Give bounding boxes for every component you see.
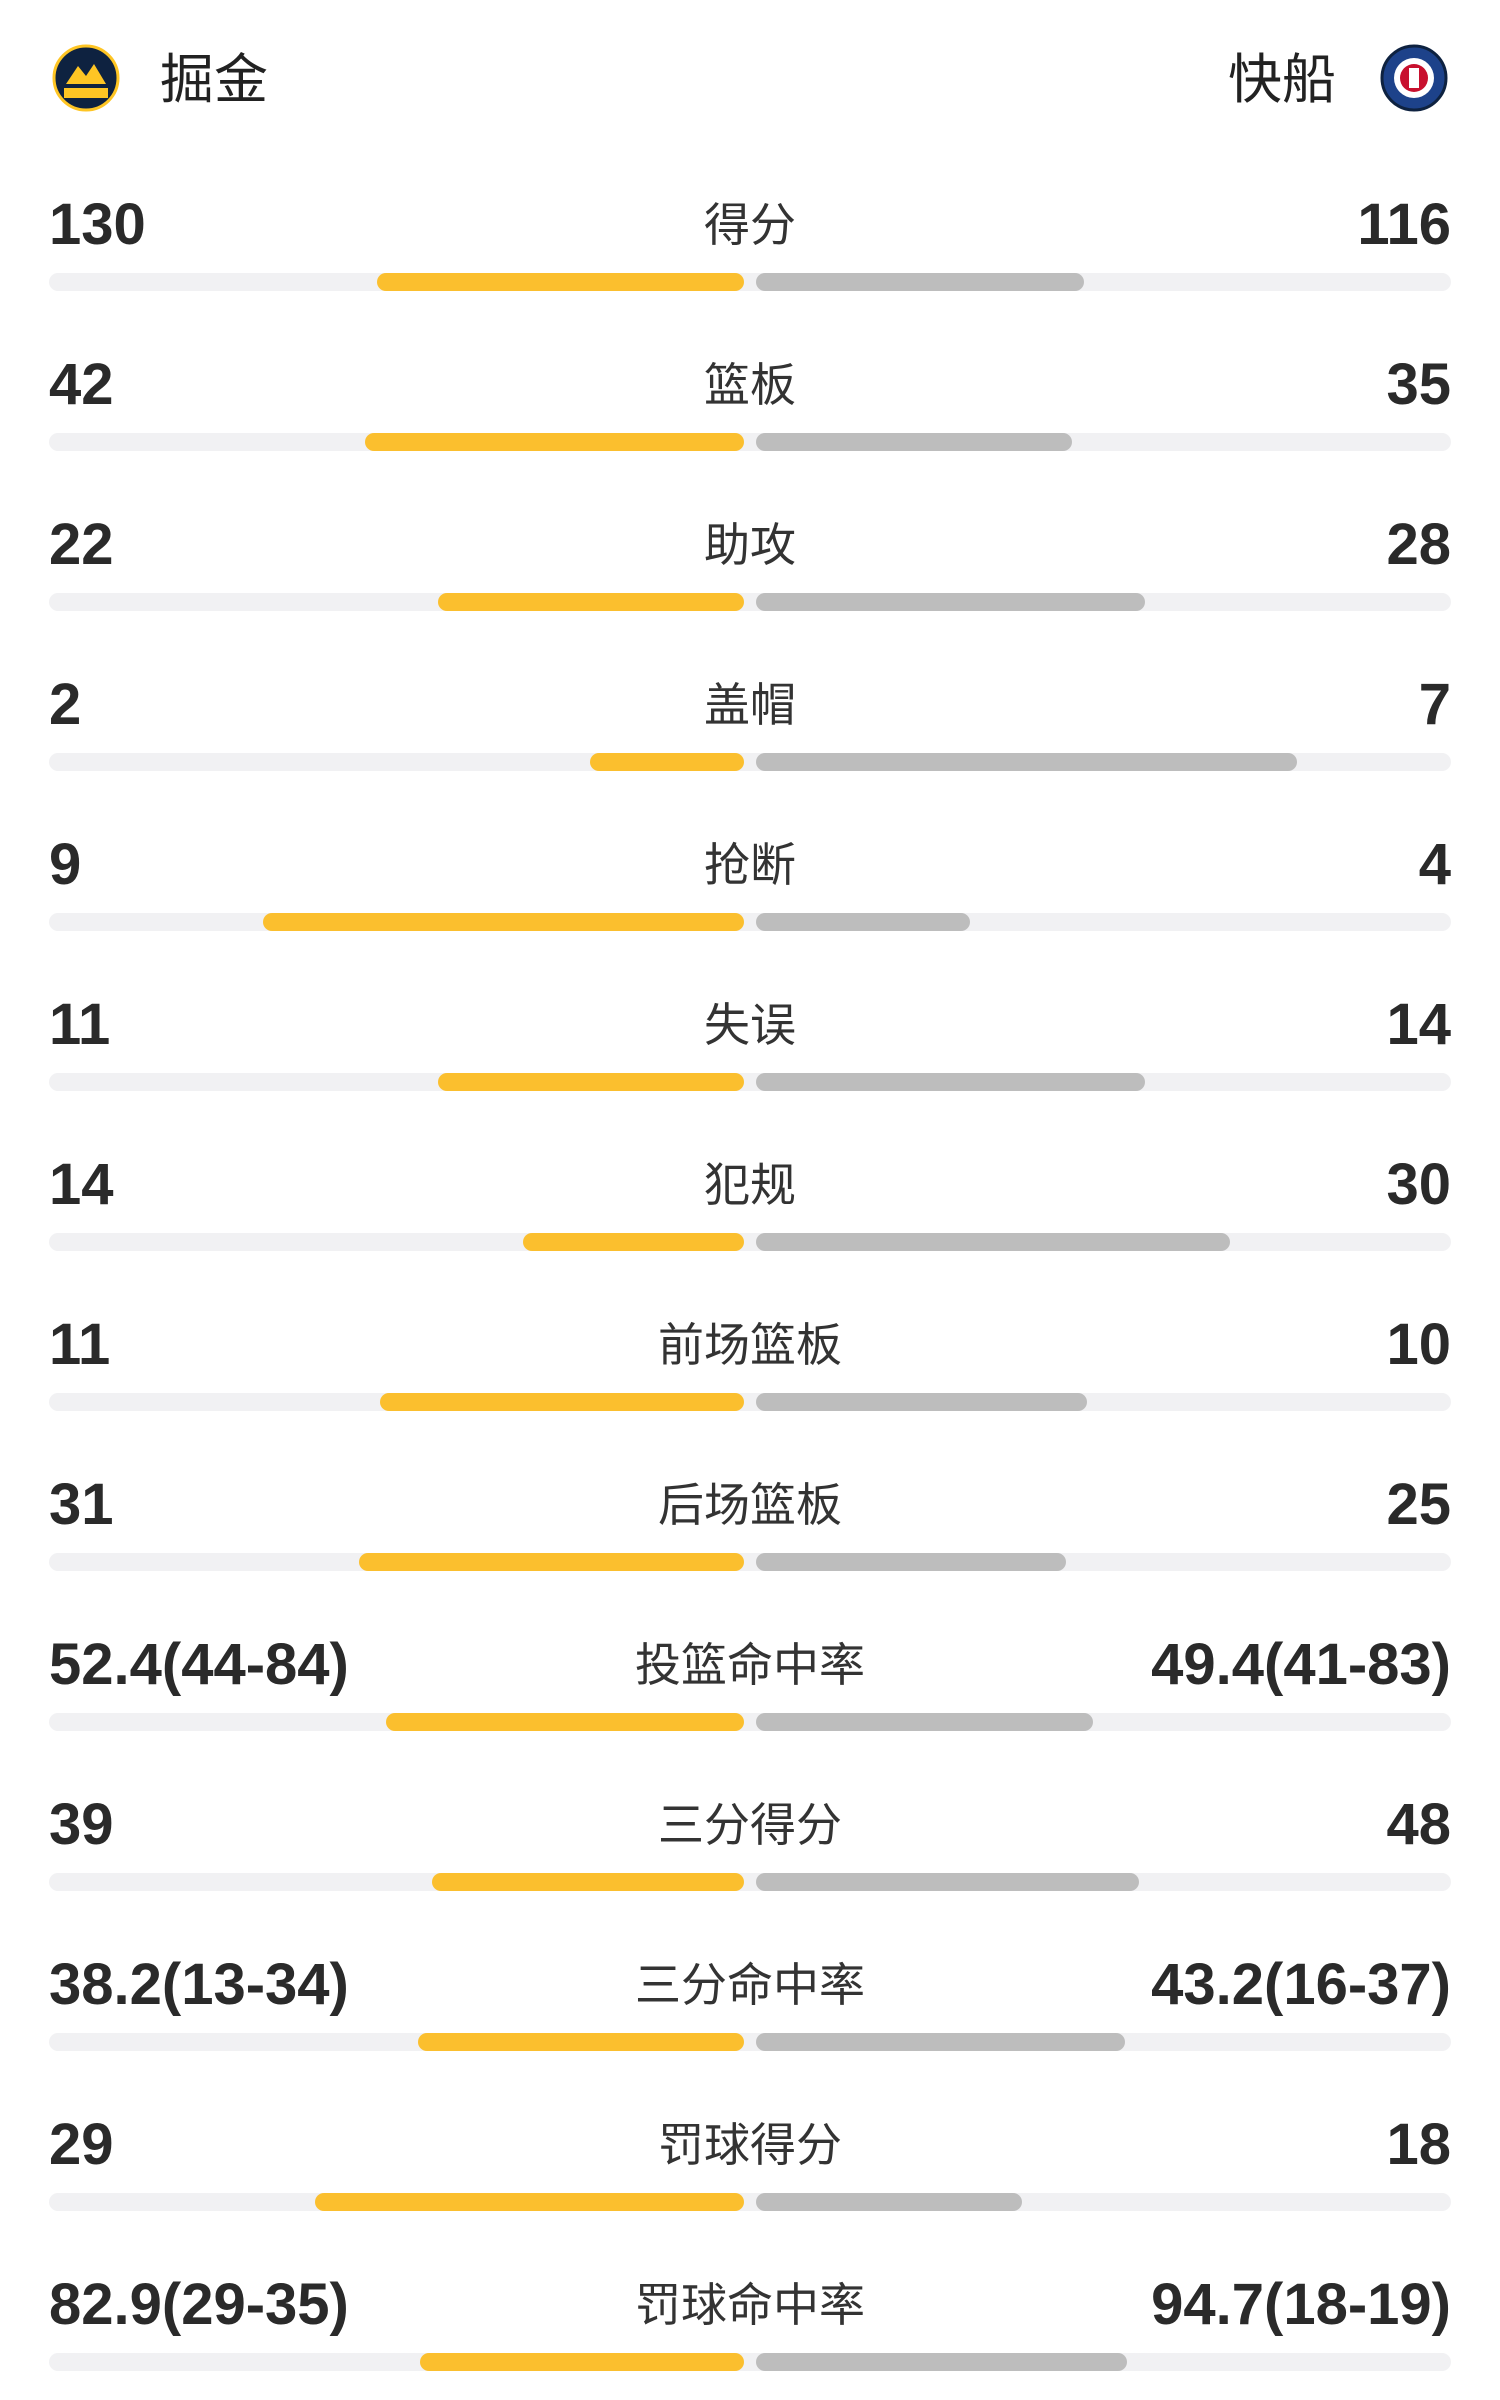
home-value: 11	[49, 1312, 111, 1377]
bar-track	[49, 1873, 1451, 1891]
away-value: 7	[1418, 672, 1451, 737]
home-value: 22	[49, 512, 114, 577]
away-bar	[756, 1713, 1094, 1731]
stat-name: 投篮命中率	[635, 1639, 865, 1691]
bar-track	[49, 1713, 1451, 1731]
home-bar	[438, 1073, 744, 1091]
home-bar	[359, 1553, 744, 1571]
bar-track	[49, 2033, 1451, 2051]
stat-name: 三分得分	[658, 1799, 842, 1851]
stat-name: 得分	[704, 199, 796, 251]
away-bar	[756, 1873, 1140, 1891]
home-bar	[432, 1873, 744, 1891]
away-bar	[756, 2353, 1127, 2371]
stat-name: 罚球命中率	[635, 2279, 865, 2331]
away-value: 94.7(18-19)	[1151, 2272, 1451, 2337]
home-bar	[262, 913, 744, 931]
home-value: 14	[49, 1152, 114, 1217]
home-bar	[589, 753, 744, 771]
home-value: 11	[49, 992, 111, 1057]
home-bar	[522, 1233, 744, 1251]
home-bar	[315, 2193, 744, 2211]
stat-name: 三分命中率	[635, 1959, 865, 2011]
away-bar	[756, 2193, 1023, 2211]
away-value: 35	[1386, 352, 1451, 417]
home-value: 82.9(29-35)	[49, 2272, 349, 2337]
away-bar	[756, 1073, 1146, 1091]
away-value: 4	[1418, 832, 1451, 897]
away-bar	[756, 273, 1084, 291]
away-bar	[756, 593, 1146, 611]
home-logo	[52, 44, 120, 112]
away-bar	[756, 913, 970, 931]
bar-track	[49, 273, 1451, 291]
home-bar	[386, 1713, 744, 1731]
bar-track	[49, 433, 1451, 451]
away-value: 43.2(16-37)	[1151, 1952, 1451, 2017]
away-bar	[756, 753, 1297, 771]
home-value: 52.4(44-84)	[49, 1632, 349, 1697]
home-bar	[364, 433, 744, 451]
home-bar	[417, 2033, 744, 2051]
home-bar	[379, 1393, 744, 1411]
home-value: 9	[49, 832, 82, 897]
away-value: 25	[1386, 1472, 1451, 1537]
home-value: 42	[49, 352, 114, 417]
away-value: 49.4(41-83)	[1151, 1632, 1451, 1697]
stat-name: 前场篮板	[658, 1319, 842, 1371]
away-bar	[756, 1553, 1067, 1571]
bar-track	[49, 1233, 1451, 1251]
home-value: 29	[49, 2112, 114, 2177]
away-value: 116	[1357, 192, 1451, 257]
stat-name: 罚球得分	[658, 2119, 842, 2171]
away-logo	[1380, 44, 1448, 112]
stat-name: 犯规	[704, 1159, 796, 1211]
stat-name: 助攻	[704, 519, 796, 571]
home-value: 130	[49, 192, 146, 257]
bar-track	[49, 2353, 1451, 2371]
away-value: 30	[1386, 1152, 1451, 1217]
away-value: 10	[1386, 1312, 1451, 1377]
bar-track	[49, 2193, 1451, 2211]
away-value: 14	[1386, 992, 1451, 1057]
stat-name: 篮板	[704, 359, 796, 411]
bar-track	[49, 593, 1451, 611]
stat-name: 后场篮板	[658, 1479, 842, 1531]
away-bar	[756, 433, 1072, 451]
bar-track	[49, 1393, 1451, 1411]
home-bar	[419, 2353, 744, 2371]
home-bar	[376, 273, 744, 291]
away-value: 18	[1386, 2112, 1451, 2177]
home-team: 掘金	[160, 50, 268, 110]
away-bar	[756, 2033, 1125, 2051]
away-bar	[756, 1233, 1230, 1251]
bar-track	[49, 913, 1451, 931]
home-value: 31	[49, 1472, 114, 1537]
away-value: 28	[1386, 512, 1451, 577]
home-value: 2	[49, 672, 82, 737]
home-value: 39	[49, 1792, 114, 1857]
away-bar	[756, 1393, 1087, 1411]
home-bar	[438, 593, 744, 611]
stat-name: 抢断	[704, 839, 796, 891]
away-value: 48	[1386, 1792, 1451, 1857]
stat-name: 盖帽	[704, 679, 796, 731]
away-team: 快船	[1228, 50, 1336, 110]
stat-name: 失误	[704, 999, 796, 1051]
home-value: 38.2(13-34)	[49, 1952, 349, 2017]
bar-track	[49, 1073, 1451, 1091]
bar-track	[49, 1553, 1451, 1571]
